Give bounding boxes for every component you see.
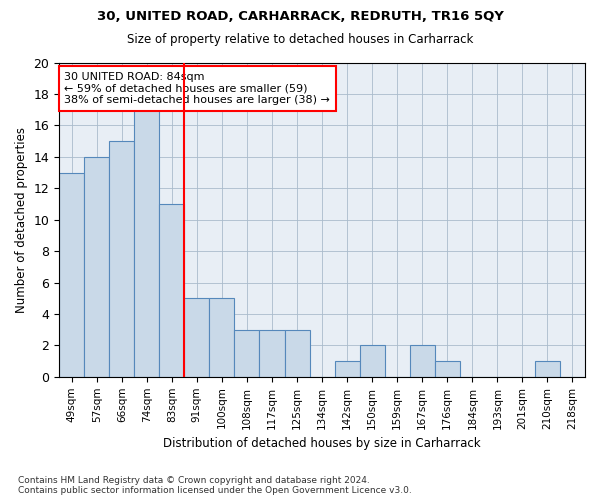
Bar	[160, 204, 184, 377]
Bar	[410, 346, 435, 377]
Bar	[359, 346, 385, 377]
Bar	[259, 330, 284, 377]
Text: 30, UNITED ROAD, CARHARRACK, REDRUTH, TR16 5QY: 30, UNITED ROAD, CARHARRACK, REDRUTH, TR…	[97, 10, 503, 23]
Bar	[235, 330, 259, 377]
Bar	[535, 361, 560, 377]
Bar	[284, 330, 310, 377]
Text: Size of property relative to detached houses in Carharrack: Size of property relative to detached ho…	[127, 32, 473, 46]
Bar	[435, 361, 460, 377]
Bar	[335, 361, 359, 377]
Bar	[84, 157, 109, 377]
Bar	[209, 298, 235, 377]
Text: 30 UNITED ROAD: 84sqm
← 59% of detached houses are smaller (59)
38% of semi-deta: 30 UNITED ROAD: 84sqm ← 59% of detached …	[64, 72, 330, 105]
X-axis label: Distribution of detached houses by size in Carharrack: Distribution of detached houses by size …	[163, 437, 481, 450]
Bar	[109, 141, 134, 377]
Text: Contains HM Land Registry data © Crown copyright and database right 2024.
Contai: Contains HM Land Registry data © Crown c…	[18, 476, 412, 495]
Bar	[59, 172, 84, 377]
Bar	[184, 298, 209, 377]
Y-axis label: Number of detached properties: Number of detached properties	[15, 126, 28, 312]
Bar	[134, 110, 160, 377]
